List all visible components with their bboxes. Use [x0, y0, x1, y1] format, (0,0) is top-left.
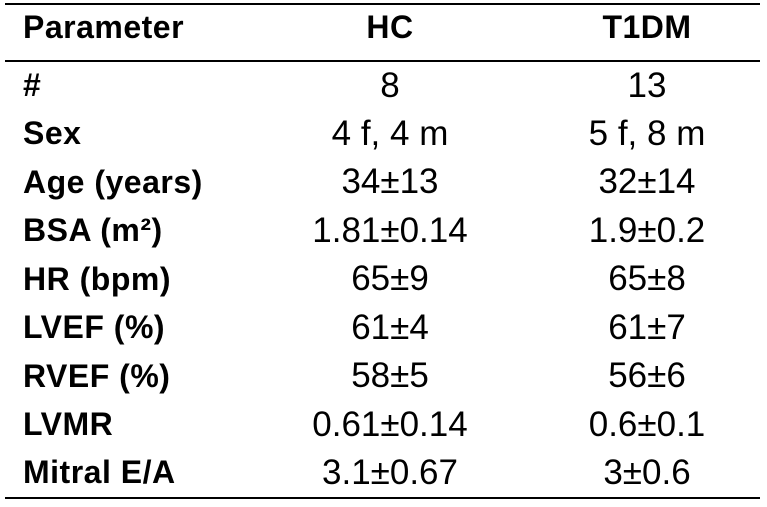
param-cell: # [23, 67, 42, 104]
hc-value-cell: 0.61±0.14 [312, 404, 468, 444]
table-row: LVMR 0.61±0.14 0.6±0.1 [5, 401, 760, 450]
t1dm-value-cell: 1.9±0.2 [588, 210, 706, 250]
subject-characteristics-table: Parameter HC T1DM # 8 13 Sex 4 f, 4 m 5 … [5, 3, 760, 499]
hc-value-cell: 58±5 [351, 356, 429, 396]
hc-value-cell: 3.1±0.67 [322, 452, 458, 492]
table-row: BSA (m²) 1.81±0.14 1.9±0.2 [5, 207, 760, 256]
param-cell: Mitral E/A [23, 454, 176, 491]
hc-value-cell: 4 f, 4 m [331, 113, 449, 153]
param-cell: HR (bpm) [23, 260, 171, 297]
hc-value-cell: 61±4 [351, 307, 429, 347]
t1dm-value-cell: 32±14 [598, 162, 696, 202]
column-header-hc: HC [246, 4, 534, 62]
hc-value-cell: 1.81±0.14 [312, 210, 468, 250]
table-row: # 8 13 [5, 61, 760, 110]
table-row: LVEF (%) 61±4 61±7 [5, 304, 760, 353]
param-cell: BSA (m²) [23, 212, 163, 249]
t1dm-value-cell: 65±8 [608, 259, 686, 299]
param-cell: LVMR [23, 406, 114, 443]
table-row: Age (years) 34±13 32±14 [5, 158, 760, 207]
param-cell: LVEF (%) [23, 309, 166, 346]
t1dm-value-cell: 56±6 [608, 356, 686, 396]
t1dm-value-cell: 61±7 [608, 307, 686, 347]
table-row: HR (bpm) 65±9 65±8 [5, 255, 760, 304]
header-row: Parameter HC T1DM [5, 4, 760, 62]
param-cell: RVEF (%) [23, 357, 171, 394]
table-row: Sex 4 f, 4 m 5 f, 8 m [5, 110, 760, 159]
t1dm-value-cell: 3±0.6 [603, 452, 691, 492]
column-header-t1dm: T1DM [534, 4, 760, 62]
hc-value-cell: 65±9 [351, 259, 429, 299]
hc-value-cell: 34±13 [341, 162, 439, 202]
t1dm-value-cell: 13 [627, 65, 667, 105]
hc-value-cell: 8 [380, 65, 400, 105]
param-cell: Sex [23, 115, 82, 152]
column-header-parameter: Parameter [5, 4, 246, 62]
table-row: Mitral E/A 3.1±0.67 3±0.6 [5, 449, 760, 498]
t1dm-value-cell: 5 f, 8 m [588, 113, 706, 153]
table-row: RVEF (%) 58±5 56±6 [5, 352, 760, 401]
param-cell: Age (years) [23, 163, 203, 200]
t1dm-value-cell: 0.6±0.1 [588, 404, 706, 444]
